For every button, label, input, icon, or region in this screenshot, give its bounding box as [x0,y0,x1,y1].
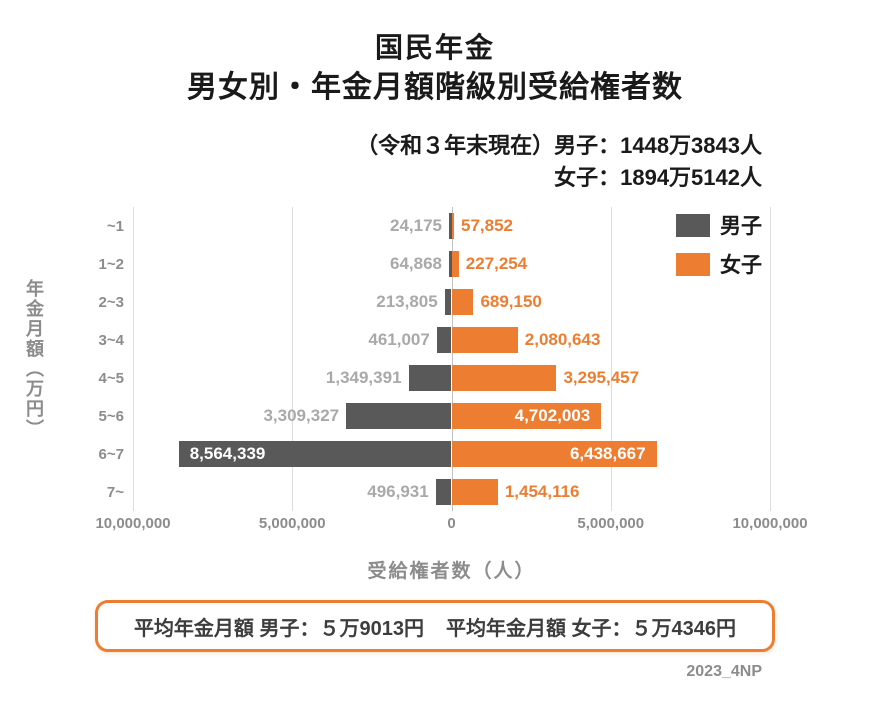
female-legend-label: 女子 [720,254,762,277]
female-bar [451,327,518,353]
x-axis-tick-label: 5,000,000 [258,515,326,532]
female-value-label: 3,295,457 [563,368,640,387]
legend-row-male: 男子 [676,210,762,240]
x-axis-tick-label: 0 [447,515,456,532]
female-bar [451,479,498,505]
page-subtitle-heading: 男女別・年金月額階級別受給権者数 [187,71,683,104]
male-bar [178,441,452,467]
male-bar [408,365,452,391]
male-bar [436,327,452,353]
female-value-label: 6,438,667 [569,444,646,463]
x-axis-tick-label: 5,000,000 [577,515,645,532]
gridline [292,207,294,511]
y-axis-title: 年金月額（万円） [24,279,44,439]
gridline [610,207,612,511]
total-male-text: （令和３年末現在）男子：1448万3843人 [356,133,762,158]
male-bar [449,213,452,239]
x-axis-tick-label: 10,000,000 [732,515,808,532]
category-label: 5~6 [98,407,124,425]
category-label: 7~ [106,483,124,501]
category-label: 6~7 [98,445,124,463]
category-label: ~1 [106,217,124,235]
female-bar [451,289,474,315]
category-label: 3~4 [98,331,124,349]
x-axis-title: 受給権者数（人） [367,561,536,582]
female-value-label: 689,150 [480,292,542,311]
female-value-label: 1,454,116 [504,482,580,501]
female-legend-swatch [676,252,710,276]
gridline [770,207,771,511]
female-value-label: 57,852 [461,216,513,235]
category-label: 2~3 [98,293,124,311]
female-value-label: 4,702,003 [514,406,591,425]
gridline [133,207,134,511]
category-label: 1~2 [98,255,124,273]
footer-code: 2023_4NP [686,663,762,680]
male-bar [449,251,452,277]
female-bar [451,213,454,239]
total-female-text: 女子：1894万5142人 [554,165,762,190]
male-value-label: 213,805 [376,292,438,311]
male-bar [346,403,452,429]
female-bar [451,403,602,429]
male-value-label: 1,349,391 [325,368,402,387]
male-value-label: 64,868 [390,254,442,273]
female-value-label: 2,080,643 [524,330,601,349]
male-value-label: 3,309,327 [263,406,340,425]
average-male-text: 平均年金月額 男子：５万9013円 [133,617,424,640]
zero-axis-line [451,207,453,511]
pyramid-chart-plot: 10,000,000 5,000,000 0 5,000,000 10,000,000 ~… [95,207,808,532]
male-legend-label: 男子 [720,215,762,238]
male-value-label: 24,175 [390,216,442,235]
female-bar [451,441,657,467]
male-value-label: 496,931 [367,482,429,501]
female-bar [451,251,459,277]
legend-row-female: 女子 [676,249,762,279]
female-value-label: 227,254 [465,254,528,273]
male-value-label: 8,564,339 [189,444,266,463]
average-female-text: 平均年金月額 女子：５万4346円 [446,617,737,640]
page-title: 国民年金 [374,32,495,63]
male-bar [435,479,452,505]
male-bar [444,289,452,315]
female-bar [451,365,557,391]
male-legend-swatch [676,213,710,237]
chart-legend: 男子 女子 [676,210,762,279]
x-axis-tick-label: 10,000,000 [95,515,171,532]
average-summary-box: 平均年金月額 男子：５万9013円 平均年金月額 女子：５万4346円 [95,600,775,652]
category-label: 4~5 [98,369,124,387]
male-value-label: 461,007 [368,330,430,349]
